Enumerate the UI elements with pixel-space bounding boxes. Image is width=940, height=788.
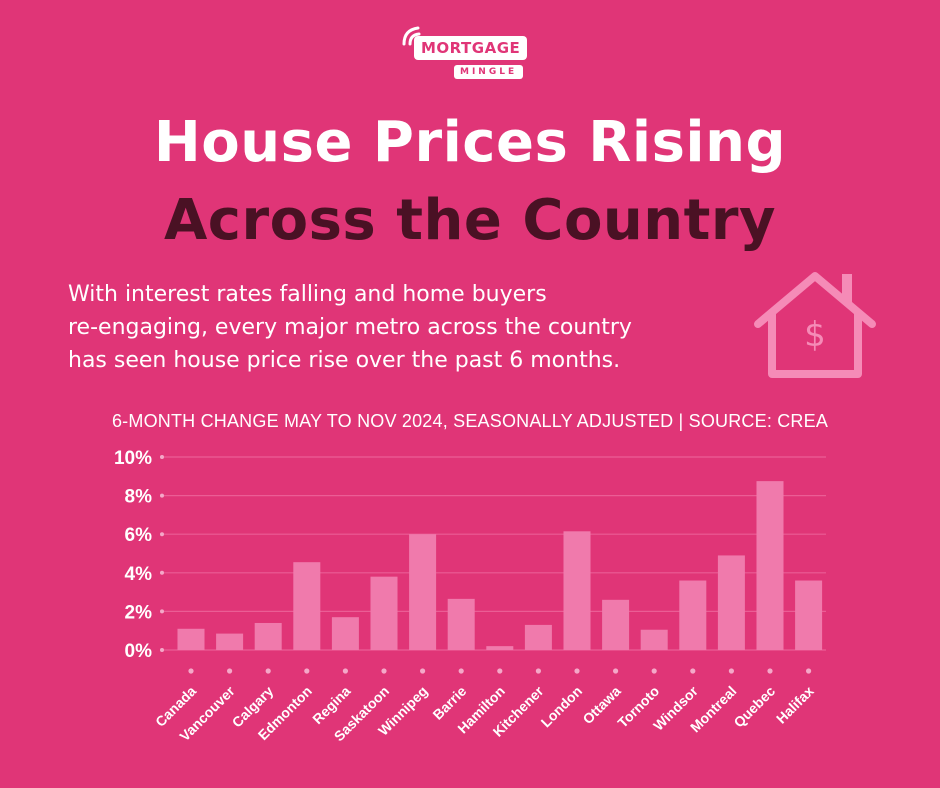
x-tick-dot [188,668,194,674]
y-tick-dot [160,648,164,652]
x-tick-dot [767,668,773,674]
bar-quebec [756,481,784,650]
bar-winnipeg [409,534,437,650]
x-tick-dot [420,668,426,674]
x-tick-dot [381,668,387,674]
y-tick-label: 2% [125,602,153,623]
x-tick-dot [342,668,348,674]
y-tick-label: 10% [114,448,152,469]
title-line-2: Across the Country [163,188,777,253]
svg-text:$: $ [804,315,826,355]
logo-text-bottom: MINGLE [454,65,524,79]
bar-london [563,531,591,650]
bar-saskatoon [370,576,398,650]
signal-waves-icon [402,26,421,46]
y-tick-label: 8% [125,487,153,508]
bar-ottawa [602,599,630,650]
x-tick-dot [265,668,271,674]
x-tick-dot [574,668,580,674]
x-tick-dot [651,668,657,674]
bar-calgary [254,622,282,650]
intro-line-2: re-engaging, every major metro across th… [68,315,632,340]
y-tick-label: 4% [125,564,153,585]
mortgage-mingle-logo: MORTGAGE MINGLE [398,22,538,92]
x-tick-label: Halifax [773,683,817,727]
y-tick-dot [160,570,164,575]
bar-regina [331,617,359,650]
bar-chart: 0%2%4%6%8%10%CanadaVancouverCalgaryEdmon… [114,448,826,744]
intro-line-1: With interest rates falling and home buy… [68,282,547,307]
bar-halifax [795,580,823,650]
bar-tornoto [640,629,668,650]
bar-canada [177,628,205,650]
bar-edmonton [293,562,321,650]
intro-line-3: has seen house price rise over the past … [68,348,621,373]
x-tick-label: Quebec [730,683,778,731]
x-tick-dot [806,668,812,674]
house-dollar-icon: $ [754,272,876,378]
x-tick-dot [690,668,696,674]
x-tick-dot [304,668,310,674]
bar-kitchener [524,624,552,650]
y-tick-dot [160,455,164,459]
y-tick-label: 6% [125,525,153,546]
y-tick-label: 0% [125,641,153,662]
bar-barrie [447,598,475,650]
x-tick-dot [458,668,464,674]
logo-text-top: MORTGAGE [414,36,528,60]
y-tick-dot [160,609,164,614]
x-tick-dot [728,668,735,674]
bar-windsor [679,580,707,650]
bar-vancouver [216,633,244,650]
intro-text: With interest rates falling and home buy… [68,278,748,377]
bar-montreal [717,555,745,650]
y-tick-dot [160,532,164,537]
x-tick-dot [227,668,233,674]
bar-hamilton [486,646,514,650]
x-tick-dot [497,668,503,674]
y-tick-dot [160,493,164,498]
chart-title: 6-MONTH CHANGE MAY TO NOV 2024, SEASONAL… [111,411,829,431]
title-line-1: House Prices Rising [153,110,787,175]
x-tick-dot [535,668,542,674]
x-tick-dot [613,668,619,674]
x-tick-label: London [538,683,586,731]
